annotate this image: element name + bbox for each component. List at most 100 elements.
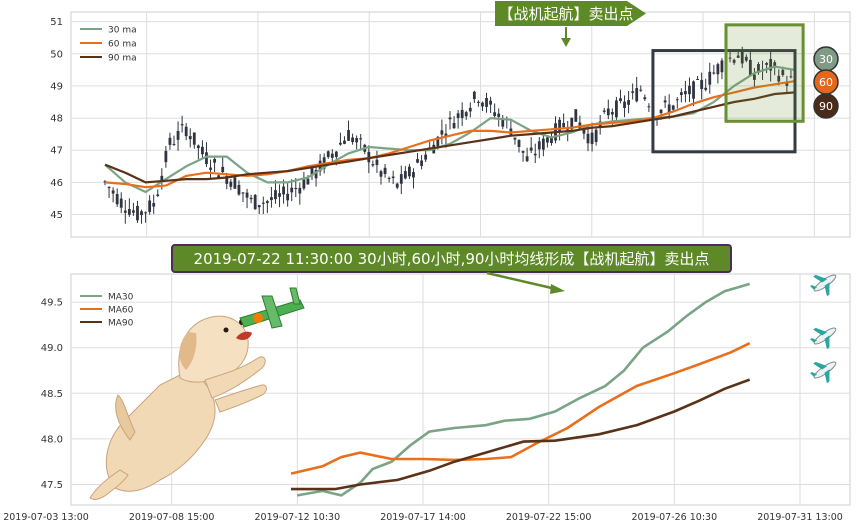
legend-label: 60 ma (108, 40, 137, 50)
bottom-banner: 2019-07-22 11:30:00 30小时,60小时,90小时均线形成【战… (171, 244, 732, 294)
candle-body (339, 142, 342, 145)
candle-body (424, 154, 428, 160)
candlesticks (103, 46, 797, 224)
candle-body (517, 139, 521, 147)
candle-body (558, 119, 561, 133)
candle-body (355, 138, 359, 143)
plane-icons (810, 274, 837, 384)
candle-body (127, 209, 131, 215)
x-tick-label: 2019-07-12 10:30 (255, 512, 341, 523)
plane-icon (810, 327, 837, 350)
y-tick-label: 49.5 (41, 298, 63, 309)
candle-body (209, 167, 212, 170)
candle-body (615, 100, 618, 118)
candle-body (452, 123, 456, 129)
candle-body (383, 167, 387, 174)
candle-body (241, 192, 245, 194)
candle-body (249, 197, 253, 200)
top-legend: 30 ma 60 ma 90 ma (80, 26, 137, 64)
candle-body (132, 210, 135, 213)
candle-body (176, 131, 180, 140)
candle-body (489, 100, 492, 105)
candle-body (732, 59, 736, 63)
plane-icon (810, 361, 837, 384)
candle-body (639, 89, 643, 91)
candle-body (140, 211, 143, 216)
legend-label: MA30 (108, 293, 134, 303)
candle-body (375, 159, 379, 165)
candle-body (663, 100, 667, 103)
candle-body (148, 200, 152, 212)
candle-body (720, 60, 724, 73)
candle-body (789, 76, 793, 78)
candle-body (647, 106, 651, 108)
candle-body (623, 101, 626, 108)
bottom-pointer-head (550, 284, 565, 294)
top-banner-text: 【战机起航】卖出点 (498, 5, 633, 23)
candle-body (237, 184, 241, 195)
candle-body (736, 55, 740, 58)
y-tick-label: 47.5 (41, 480, 63, 491)
candle-body (172, 143, 176, 145)
x-tick-label: 2019-07-08 15:00 (129, 512, 215, 523)
legend-label: 30 ma (108, 26, 137, 36)
y-tick-label: 51 (50, 17, 63, 28)
candle-body (769, 59, 773, 71)
candle-body (688, 85, 691, 95)
badge-90-circle (813, 93, 839, 119)
candle-body (497, 113, 501, 117)
bottom-pointer-line (486, 271, 557, 291)
legend-label: MA90 (108, 319, 134, 329)
candle-body (485, 98, 488, 107)
ma-line (104, 91, 796, 184)
candle-body (225, 176, 229, 184)
candle-body (716, 64, 720, 75)
candle-body (144, 212, 147, 214)
candle-body (712, 72, 716, 74)
candle-body (359, 138, 363, 140)
candle-body (180, 124, 184, 126)
candle-body (671, 105, 675, 110)
candle-body (692, 81, 695, 99)
candle-body (282, 186, 285, 195)
top-gridlines (71, 12, 850, 237)
candle-body (391, 176, 395, 179)
candle-body (257, 205, 261, 208)
candle-body (529, 147, 533, 151)
candle-body (753, 74, 756, 80)
badge-30: 30 (813, 46, 839, 72)
candle-body (562, 122, 566, 128)
candle-body (233, 177, 237, 189)
candle-body (123, 210, 127, 213)
candle-body (631, 91, 635, 93)
bottom-x-axis: 2019-07-03 13:00 2019-07-08 15:00 2019-07-… (3, 512, 843, 523)
candle-body (351, 137, 354, 143)
candle-body (550, 137, 553, 143)
y-tick-label: 46 (50, 178, 63, 189)
candle-body (586, 133, 590, 144)
candle-body (221, 166, 225, 173)
y-tick-label: 45 (50, 210, 63, 221)
candle-body (403, 171, 407, 179)
y-tick-label: 49.0 (41, 343, 63, 354)
candle-body (744, 56, 748, 61)
candle-body (740, 50, 744, 64)
top-panel: 45 46 47 48 49 50 51 30 ma 60 ma 90 ma 【战机起航】卖出点… (50, 1, 851, 238)
candle-body (408, 166, 411, 177)
candle-body (265, 201, 269, 204)
x-tick-label: 2019-07-17 14:00 (380, 512, 466, 523)
candle-body (594, 129, 598, 142)
ma-line (290, 342, 751, 475)
candle-body (675, 99, 679, 101)
top-banner: 【战机起航】卖出点 (495, 1, 646, 47)
candle-body (156, 194, 160, 197)
candle-body (602, 110, 606, 112)
plane-icon (810, 274, 837, 297)
candle-body (574, 109, 578, 122)
candle-body (537, 141, 541, 150)
candle-body (399, 174, 403, 184)
candle-body (472, 91, 476, 100)
candle-body (679, 92, 683, 96)
candle-body (188, 136, 192, 140)
ma-line (297, 282, 751, 497)
